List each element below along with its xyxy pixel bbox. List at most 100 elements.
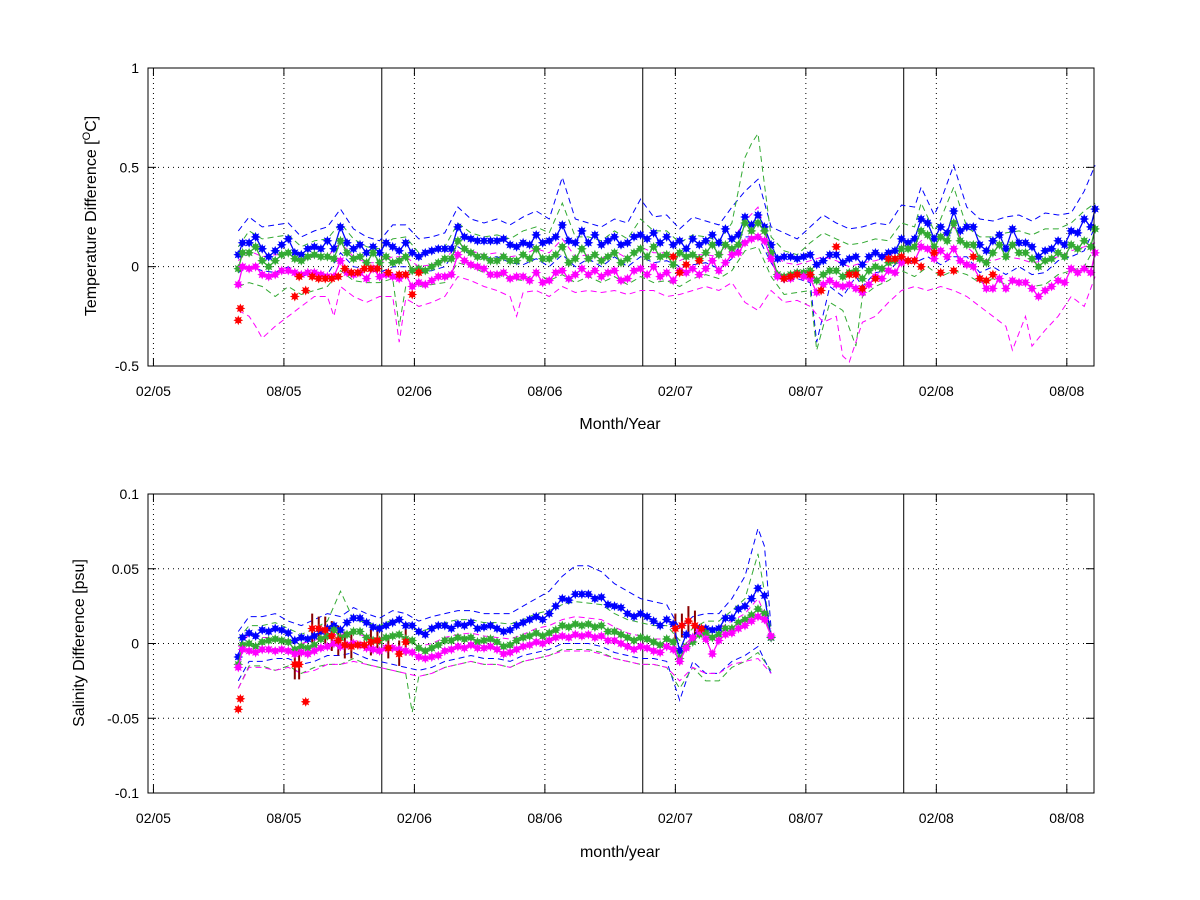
salinity-data-point <box>635 608 646 619</box>
salinity-data-point <box>518 617 529 628</box>
salinity-data-point <box>492 623 502 634</box>
temperature-data-point <box>544 235 555 246</box>
salinity-data-point <box>365 637 376 647</box>
temperature-data-point <box>1007 239 1018 250</box>
salinity-data-point <box>257 625 268 635</box>
temperature-data-point <box>576 243 587 254</box>
salinity-data-point <box>342 629 352 640</box>
temperature-data-point <box>413 277 424 288</box>
temperature-data-point <box>935 231 946 242</box>
salinity-panel: month/year Salinity Difference [psu] 02/… <box>71 486 1095 861</box>
temperature-data-point <box>850 251 861 262</box>
temperature-data-point <box>687 263 698 274</box>
salinity-data-point <box>563 622 574 633</box>
temperature-data-point <box>1040 245 1051 256</box>
temperature-data-point <box>824 249 835 260</box>
salinity-data-point <box>387 631 398 641</box>
temperature-data-point <box>974 239 985 250</box>
temperature-data-point <box>1027 253 1037 264</box>
temperature-y-tick-label: -0.5 <box>115 358 139 374</box>
temperature-data-point <box>955 255 966 266</box>
temperature-data-point <box>1053 275 1064 286</box>
salinity-data-point <box>531 637 542 647</box>
temperature-data-point <box>994 229 1005 240</box>
temperature-data-point <box>485 235 496 246</box>
temperature-data-point <box>955 225 966 236</box>
temperature-data-point <box>792 253 803 264</box>
salinity-data-point <box>753 583 763 594</box>
temperature-data-point <box>563 235 574 246</box>
temperature-data-point <box>1020 247 1031 258</box>
temperature-data-point <box>426 261 437 272</box>
temperature-data-point <box>700 235 711 246</box>
temperature-data-point <box>883 265 894 276</box>
salinity-data-point <box>726 628 737 638</box>
temperature-data-point <box>511 271 522 282</box>
temperature-data-point <box>537 253 548 264</box>
temperature-data-point <box>831 249 842 260</box>
salinity-data-point <box>270 623 281 634</box>
temperature-data-point <box>987 235 998 246</box>
temperature-data-point <box>335 221 346 232</box>
temperature-data-point <box>531 243 542 254</box>
temperature-data-point <box>942 251 953 262</box>
salinity-data-point <box>420 629 431 640</box>
temperature-data-point <box>407 247 418 258</box>
salinity-data-point <box>237 644 248 655</box>
salinity-data-point <box>485 641 496 652</box>
temperature-data-point <box>740 237 750 248</box>
salinity-data-point <box>368 644 379 655</box>
salinity-data-point <box>661 641 672 652</box>
temperature-data-point <box>309 249 320 260</box>
temperature-data-point <box>863 279 874 290</box>
temperature-data-point <box>531 267 542 278</box>
salinity-data-point <box>459 643 470 653</box>
salinity-data-point <box>557 631 568 641</box>
temperature-data-point <box>805 269 816 280</box>
salinity-data-point <box>459 620 470 631</box>
temperature-data-point <box>315 251 326 262</box>
temperature-data-point <box>603 235 613 246</box>
temperature-data-point <box>394 245 405 256</box>
salinity-data-point <box>683 616 694 627</box>
salinity-data-point <box>413 652 424 662</box>
temperature-data-point <box>818 269 829 280</box>
temperature-data-point <box>816 285 827 296</box>
temperature-data-point <box>720 239 731 250</box>
salinity-data-point <box>635 641 646 652</box>
salinity-data-point <box>359 640 370 650</box>
salinity-data-point <box>655 620 666 631</box>
temperature-data-point <box>557 219 568 230</box>
temperature-data-point <box>1000 251 1011 262</box>
temperature-data-point <box>485 255 496 266</box>
temperature-data-point <box>779 251 790 262</box>
salinity-data-point <box>531 611 542 622</box>
salinity-data-point <box>257 644 268 655</box>
temperature-data-point <box>779 273 790 284</box>
temperature-envelope-line <box>238 246 1096 351</box>
salinity-data-point <box>563 595 574 606</box>
temperature-data-point <box>629 231 639 242</box>
temperature-data-point <box>955 235 966 246</box>
salinity-envelope-line <box>237 650 772 689</box>
temperature-data-point <box>1079 214 1090 224</box>
salinity-envelope-line <box>237 553 772 642</box>
salinity-data-point <box>394 614 405 625</box>
temperature-data-point <box>439 253 450 264</box>
temperature-data-point <box>713 237 724 248</box>
salinity-data-point <box>629 644 639 655</box>
salinity-data-point <box>263 644 274 655</box>
salinity-data-point <box>348 613 359 624</box>
salinity-data-point <box>383 643 394 653</box>
temperature-data-point <box>446 243 457 254</box>
temperature-data-point <box>877 273 887 284</box>
temperature-data-point <box>1033 291 1044 302</box>
temperature-data-point <box>342 237 352 248</box>
salinity-data-point <box>407 620 418 631</box>
temperature-data-point <box>863 265 874 276</box>
temperature-data-point <box>322 251 333 262</box>
temperature-data-point <box>1066 263 1077 274</box>
salinity-data-point <box>263 635 274 646</box>
salinity-data-point <box>465 640 476 650</box>
